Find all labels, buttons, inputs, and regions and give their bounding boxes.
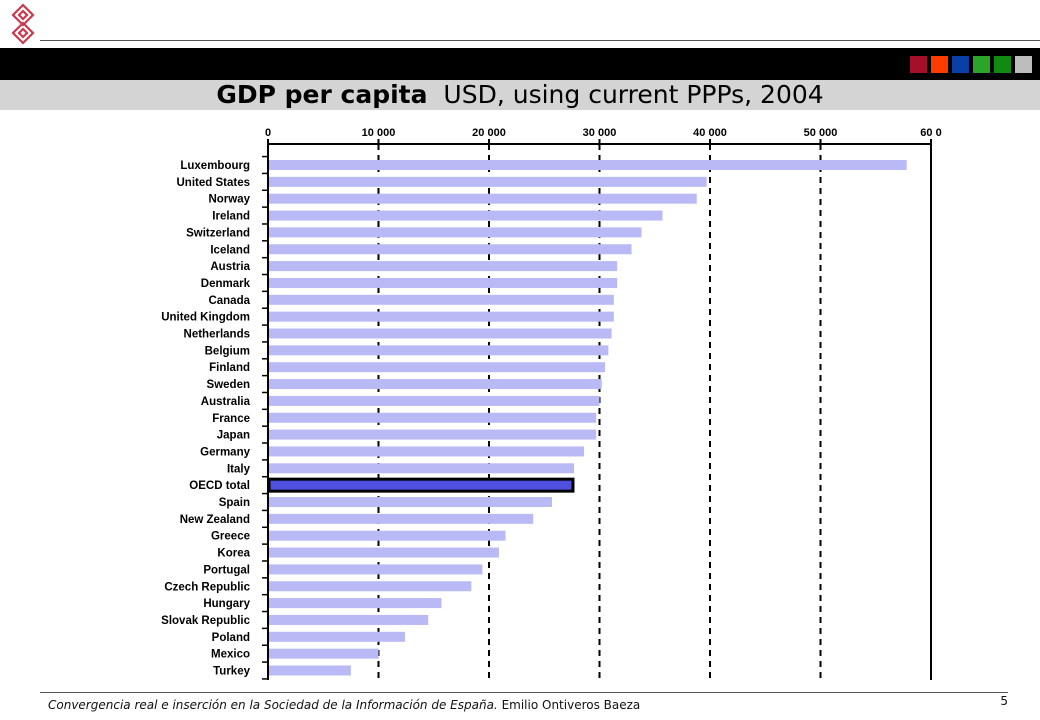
footer-author: Emilio Ontiveros Baeza	[501, 698, 641, 712]
bar	[269, 294, 614, 305]
bar	[269, 261, 618, 272]
bar	[269, 497, 552, 507]
category-label: Finland	[209, 362, 250, 374]
company-logo	[11, 3, 35, 45]
category-label: Italy	[227, 463, 251, 475]
bar-highlight	[267, 477, 575, 493]
bar	[269, 412, 597, 423]
bar	[269, 193, 697, 204]
category-label: Australia	[201, 396, 251, 408]
bar	[269, 547, 499, 558]
category-label: Hungary	[203, 598, 250, 610]
category-label: Poland	[212, 632, 250, 644]
swatch-dark-green	[994, 56, 1011, 73]
category-label: Belgium	[205, 345, 250, 357]
category-label: Austria	[210, 261, 250, 273]
bar	[269, 665, 351, 676]
footer: Convergencia real e inserción en la Soci…	[48, 698, 640, 712]
title-bold: GDP per capita	[216, 80, 428, 109]
color-swatches	[910, 56, 1032, 73]
category-label: Greece	[211, 531, 250, 543]
bar	[269, 345, 609, 356]
category-label: Slovak Republic	[161, 615, 250, 627]
x-tick-label: 30 000	[583, 127, 617, 139]
bar	[269, 513, 534, 524]
bar	[269, 277, 618, 288]
category-label: Canada	[208, 295, 250, 307]
bar	[269, 648, 379, 659]
title-subtitle: USD, using current PPPs, 2004	[443, 80, 824, 109]
swatch-green	[973, 56, 990, 73]
bar	[269, 631, 406, 642]
bar	[269, 176, 707, 187]
category-label: Turkey	[213, 666, 250, 678]
x-tick-label: 60 0	[920, 127, 941, 139]
bar	[269, 244, 632, 255]
category-label: Portugal	[203, 564, 250, 576]
category-label: New Zealand	[180, 514, 250, 526]
gdp-bar-chart: 0 10 000 20 000 30 000 40 000 50 000 60 0 Luxem…	[161, 127, 942, 680]
category-label: France	[212, 413, 250, 425]
title-band	[0, 80, 1040, 110]
category-label: United Kingdom	[161, 312, 250, 324]
x-tick-label: 40 000	[693, 127, 727, 139]
category-label: Denmark	[201, 278, 251, 290]
bar	[269, 463, 575, 474]
footer-italic-text: Convergencia real e inserción en la Soci…	[48, 698, 498, 712]
bar	[269, 446, 585, 457]
bar	[269, 564, 483, 575]
bar	[269, 210, 663, 221]
category-label: Japan	[217, 430, 250, 442]
category-label: Czech Republic	[164, 581, 250, 593]
category-label: Mexico	[211, 649, 250, 661]
bar	[269, 614, 429, 625]
swatch-gray	[1015, 56, 1032, 73]
bar	[269, 598, 442, 609]
bar	[269, 160, 907, 170]
x-tick-label: 10 000	[362, 127, 396, 139]
category-label: Switzerland	[186, 227, 250, 239]
swatch-blue	[952, 56, 969, 73]
bar	[269, 328, 612, 339]
bar	[269, 581, 472, 592]
category-label: Ireland	[212, 211, 250, 223]
bar	[269, 429, 597, 440]
category-label: Luxembourg	[180, 160, 250, 172]
x-tick-label: 50 000	[804, 127, 838, 139]
header-band	[0, 48, 1040, 80]
footer-rule	[40, 692, 1008, 693]
category-label: Sweden	[207, 379, 250, 391]
category-label: Norway	[208, 194, 250, 206]
page-title: GDP per capita USD, using current PPPs, …	[0, 80, 1040, 110]
category-label: Spain	[219, 497, 250, 509]
x-tick-label: 0	[265, 127, 271, 139]
bar	[269, 379, 602, 390]
swatch-red	[910, 56, 927, 73]
header-rule	[40, 40, 1040, 41]
bar	[269, 311, 614, 322]
category-label: Germany	[200, 446, 250, 458]
category-label: Iceland	[210, 244, 250, 256]
bar	[269, 362, 606, 373]
page-number: 5	[1000, 694, 1008, 708]
x-tick-label: 20 000	[472, 127, 506, 139]
swatch-orange	[931, 56, 948, 73]
bar	[269, 227, 642, 238]
category-label: Netherlands	[184, 329, 250, 341]
category-label: United States	[177, 177, 251, 189]
category-label: OECD total	[189, 480, 250, 492]
bar	[269, 530, 506, 541]
category-label: Korea	[217, 548, 250, 560]
bar	[269, 395, 600, 406]
